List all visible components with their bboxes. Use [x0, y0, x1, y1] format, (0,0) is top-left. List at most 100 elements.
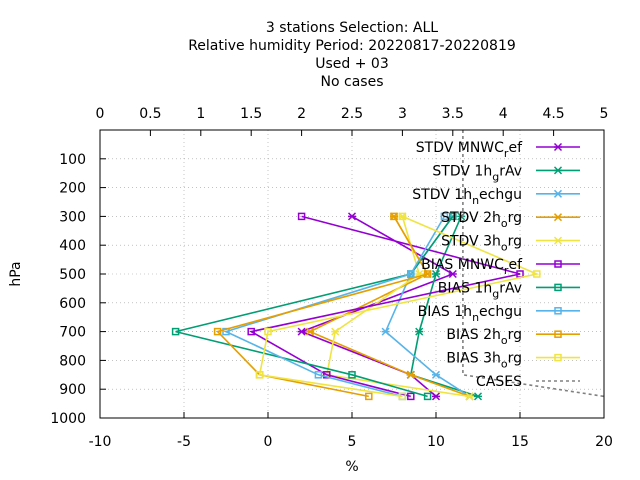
series-line	[175, 215, 454, 398]
legend-label: STDV MNWCref	[416, 140, 523, 160]
x2-tick-label: 1.5	[240, 106, 262, 122]
y-tick-label: 400	[59, 238, 86, 254]
x2-tick-label: 2.5	[341, 106, 363, 122]
data-point	[365, 392, 373, 401]
y-tick-label: 600	[59, 296, 86, 312]
x2-tick-label: 4	[499, 106, 508, 122]
data-point	[554, 283, 562, 292]
y-axis-label: hPa	[8, 261, 24, 286]
data-point	[553, 142, 563, 152]
y-tick-label: 300	[59, 209, 86, 225]
data-point	[553, 213, 563, 222]
series-line	[248, 215, 521, 398]
data-point	[423, 270, 432, 278]
x-tick-label: 10	[427, 434, 445, 450]
data-point	[554, 353, 562, 362]
data-point	[398, 392, 407, 401]
series-line	[258, 215, 540, 398]
y-tick-label: 900	[59, 382, 86, 398]
data-point	[431, 269, 441, 279]
title-line: Relative humidity Period: 20220817-20220…	[188, 38, 516, 54]
title-line: Used + 03	[315, 56, 389, 72]
data-point	[247, 327, 255, 336]
legend-item: BIAS 1hnechgu	[418, 304, 580, 324]
legend-item: STDV 3horg	[441, 234, 580, 254]
data-point	[347, 212, 357, 221]
data-point	[297, 327, 306, 336]
legend-label: BIAS 1hnechgu	[418, 304, 522, 324]
data-point	[297, 212, 306, 221]
data-point	[473, 392, 483, 401]
title-line: No cases	[321, 74, 384, 90]
legend-label: BIAS 1hgrAv	[438, 280, 522, 300]
data-point	[431, 392, 441, 401]
y-tick-label: 700	[59, 325, 86, 341]
data-point	[449, 212, 457, 221]
x2-tick-label: 4.5	[542, 106, 564, 122]
x-tick-label: 0	[264, 434, 273, 450]
x-tick-label: 20	[595, 434, 613, 450]
legend-label: STDV 1hgrAv	[432, 163, 522, 183]
x-tick-label: -10	[89, 434, 112, 450]
legend-item: BIAS 2horg	[446, 327, 580, 347]
data-point	[448, 269, 457, 279]
data-point	[213, 327, 222, 336]
legend: STDV MNWCref STDV 1hgrAv STDV 1hnechgu STDV…	[412, 140, 580, 390]
legend-label: STDV 1hnechgu	[412, 187, 522, 207]
data-point	[431, 370, 441, 379]
y-tick-label: 800	[59, 353, 86, 369]
data-point	[553, 189, 563, 198]
data-point	[305, 327, 315, 336]
data-point	[171, 327, 180, 336]
data-point	[554, 330, 562, 338]
legend-item: BIAS 1hgrAv	[438, 280, 580, 300]
x-tick-label: 15	[511, 434, 529, 450]
y-tick-label: 200	[59, 181, 86, 197]
data-point	[406, 370, 415, 379]
y-tick-label: 500	[59, 267, 86, 283]
legend-item: STDV 1hnechgu	[412, 187, 580, 207]
data-point	[407, 270, 415, 278]
x2-tick-label: 0	[96, 106, 105, 122]
y-tick-label: 100	[59, 152, 86, 168]
x-tick-label: 5	[348, 434, 357, 450]
data-point	[407, 392, 415, 401]
data-point	[390, 212, 398, 221]
data-point	[314, 371, 323, 379]
data-point	[440, 212, 449, 221]
legend-item: STDV MNWCref	[416, 140, 580, 160]
x-tick-label: -5	[177, 434, 191, 450]
legend-item: CASES	[476, 374, 580, 390]
legend-label: BIAS 3horg	[446, 351, 522, 371]
x2-tick-label: 2	[297, 106, 306, 122]
axis-ticks: -10 -5 0 5 10 15 20100200300400500600700800900…	[50, 106, 613, 450]
y-tick-label: 1000	[50, 411, 86, 427]
legend-item: BIAS 3horg	[446, 351, 580, 371]
data-point	[553, 236, 563, 245]
x2-tick-label: 3	[398, 106, 407, 122]
legend-item: STDV 2horg	[441, 210, 580, 230]
legend-label: BIAS 2horg	[446, 327, 522, 347]
data-point	[398, 212, 407, 221]
data-point	[533, 270, 541, 278]
data-point	[465, 392, 474, 401]
legend-label: CASES	[476, 374, 522, 390]
data-point	[553, 166, 563, 175]
data-point	[381, 327, 390, 336]
x2-tick-label: 3.5	[442, 106, 464, 122]
title-line: 3 stations Selection: ALL	[266, 20, 438, 36]
data-point	[415, 327, 424, 336]
chart-title: 3 stations Selection: ALL Relative humidi…	[188, 20, 516, 90]
data-point	[331, 327, 340, 336]
legend-label: BIAS MNWCref	[421, 257, 523, 277]
series-layer	[171, 130, 605, 401]
legend-item: BIAS MNWCref	[421, 257, 580, 277]
data-point	[554, 260, 562, 268]
data-point	[255, 371, 264, 379]
legend-item: STDV 1hgrAv	[432, 163, 580, 183]
x2-tick-label: 1	[196, 106, 205, 122]
legend-label: STDV 3horg	[441, 234, 522, 254]
series-line	[223, 215, 446, 398]
series-bias-3h-org	[255, 212, 541, 401]
